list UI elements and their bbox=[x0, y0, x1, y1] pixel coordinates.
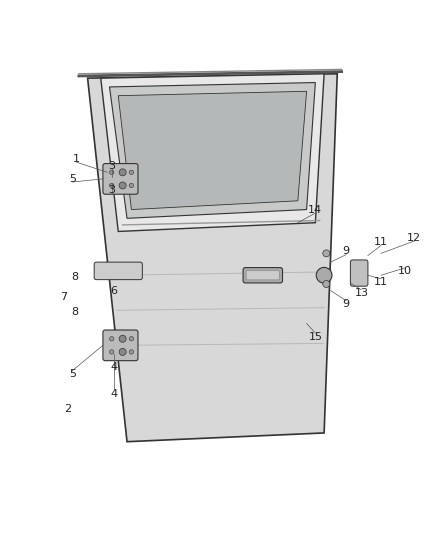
Text: 1: 1 bbox=[73, 154, 80, 164]
Circle shape bbox=[323, 280, 330, 287]
Circle shape bbox=[129, 350, 134, 354]
Text: 9: 9 bbox=[343, 298, 350, 309]
Text: 14: 14 bbox=[308, 205, 322, 215]
Text: 6: 6 bbox=[110, 286, 117, 296]
FancyBboxPatch shape bbox=[246, 271, 279, 280]
Text: 4: 4 bbox=[110, 389, 117, 399]
FancyBboxPatch shape bbox=[103, 164, 138, 194]
Text: 9: 9 bbox=[343, 246, 350, 256]
Text: 8: 8 bbox=[71, 308, 78, 318]
Text: 7: 7 bbox=[60, 292, 67, 302]
Circle shape bbox=[110, 336, 114, 341]
Text: 15: 15 bbox=[308, 332, 322, 342]
Circle shape bbox=[119, 335, 126, 342]
Polygon shape bbox=[118, 91, 307, 209]
Circle shape bbox=[110, 170, 114, 174]
Text: 2: 2 bbox=[64, 404, 71, 414]
Polygon shape bbox=[110, 83, 315, 219]
Text: 11: 11 bbox=[374, 237, 388, 247]
Text: 5: 5 bbox=[69, 369, 76, 379]
Text: 13: 13 bbox=[354, 288, 368, 298]
Polygon shape bbox=[88, 74, 337, 442]
FancyBboxPatch shape bbox=[243, 268, 283, 283]
FancyBboxPatch shape bbox=[103, 330, 138, 361]
Text: 12: 12 bbox=[407, 233, 421, 243]
Text: 11: 11 bbox=[374, 277, 388, 287]
Circle shape bbox=[129, 170, 134, 174]
Circle shape bbox=[110, 183, 114, 188]
Text: 5: 5 bbox=[69, 174, 76, 184]
Text: 10: 10 bbox=[398, 266, 412, 276]
Text: 8: 8 bbox=[71, 272, 78, 282]
Circle shape bbox=[323, 250, 330, 257]
Circle shape bbox=[110, 350, 114, 354]
Polygon shape bbox=[101, 74, 324, 231]
FancyBboxPatch shape bbox=[350, 260, 368, 286]
Circle shape bbox=[316, 268, 332, 283]
Text: 3: 3 bbox=[108, 185, 115, 195]
Circle shape bbox=[119, 349, 126, 356]
Text: 4: 4 bbox=[110, 362, 117, 372]
Circle shape bbox=[129, 336, 134, 341]
Text: 3: 3 bbox=[108, 161, 115, 171]
FancyBboxPatch shape bbox=[94, 262, 142, 280]
Circle shape bbox=[119, 182, 126, 189]
Circle shape bbox=[129, 183, 134, 188]
Circle shape bbox=[119, 169, 126, 176]
